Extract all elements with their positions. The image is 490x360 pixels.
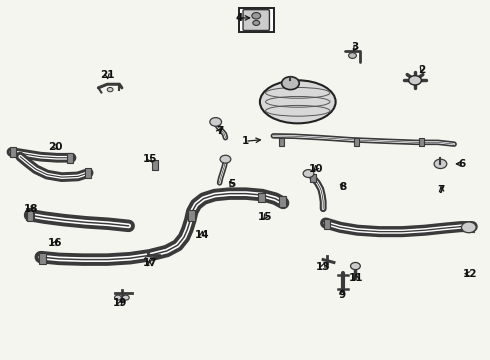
Text: 8: 8 xyxy=(339,182,346,192)
Circle shape xyxy=(462,222,476,233)
Circle shape xyxy=(350,262,360,270)
FancyBboxPatch shape xyxy=(279,138,284,146)
FancyBboxPatch shape xyxy=(258,193,265,202)
Circle shape xyxy=(115,295,122,300)
Circle shape xyxy=(348,53,356,58)
Ellipse shape xyxy=(260,80,336,123)
Circle shape xyxy=(210,118,221,126)
Text: 10: 10 xyxy=(309,163,323,174)
FancyBboxPatch shape xyxy=(354,138,359,146)
Circle shape xyxy=(434,159,447,168)
FancyBboxPatch shape xyxy=(26,208,34,220)
Text: 7: 7 xyxy=(438,185,445,195)
Text: 1: 1 xyxy=(242,136,248,146)
FancyBboxPatch shape xyxy=(311,174,317,182)
FancyBboxPatch shape xyxy=(152,160,158,170)
Text: 18: 18 xyxy=(24,204,38,215)
FancyBboxPatch shape xyxy=(39,253,46,264)
Circle shape xyxy=(107,87,113,92)
Text: 5: 5 xyxy=(228,179,235,189)
Circle shape xyxy=(220,155,231,163)
Text: 15: 15 xyxy=(143,154,157,164)
FancyBboxPatch shape xyxy=(467,222,474,231)
FancyBboxPatch shape xyxy=(188,211,195,221)
FancyBboxPatch shape xyxy=(10,147,16,157)
FancyBboxPatch shape xyxy=(27,211,33,221)
Text: 12: 12 xyxy=(463,269,477,279)
Text: 13: 13 xyxy=(316,262,330,272)
Text: 11: 11 xyxy=(349,273,364,283)
FancyBboxPatch shape xyxy=(67,153,73,163)
Text: 14: 14 xyxy=(195,230,209,239)
Circle shape xyxy=(303,170,314,177)
Circle shape xyxy=(252,13,261,19)
Text: 21: 21 xyxy=(100,70,115,80)
Circle shape xyxy=(409,76,421,85)
Text: 20: 20 xyxy=(48,142,63,152)
Text: 17: 17 xyxy=(143,258,157,268)
Text: 3: 3 xyxy=(352,42,359,52)
FancyBboxPatch shape xyxy=(324,219,330,229)
Text: 16: 16 xyxy=(48,238,63,248)
Circle shape xyxy=(145,256,152,261)
Circle shape xyxy=(253,21,260,26)
Text: 19: 19 xyxy=(113,298,127,308)
FancyBboxPatch shape xyxy=(419,138,424,146)
Circle shape xyxy=(122,295,129,300)
Text: 2: 2 xyxy=(418,64,425,75)
Text: 15: 15 xyxy=(258,212,273,221)
Text: 6: 6 xyxy=(458,159,466,169)
FancyBboxPatch shape xyxy=(279,196,286,207)
FancyBboxPatch shape xyxy=(239,8,274,32)
Text: 7: 7 xyxy=(216,126,223,135)
FancyBboxPatch shape xyxy=(85,168,91,178)
FancyBboxPatch shape xyxy=(243,10,270,31)
Circle shape xyxy=(282,77,299,90)
Text: 4: 4 xyxy=(236,13,243,23)
Text: 9: 9 xyxy=(338,291,345,301)
